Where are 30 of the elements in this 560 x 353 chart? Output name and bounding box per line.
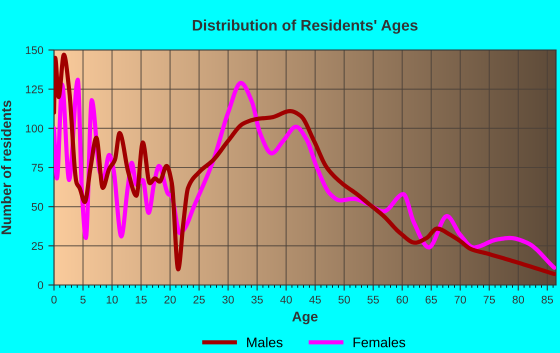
x-tick-label: 5 xyxy=(80,296,86,304)
x-tick-label: 55 xyxy=(367,296,379,304)
x-tick-label: 40 xyxy=(280,296,292,304)
y-tick-label: 150 xyxy=(26,46,44,54)
legend-label: Males xyxy=(247,337,283,348)
x-tick-label: 25 xyxy=(193,296,205,304)
legend-label: Females xyxy=(354,337,406,348)
x-tick-label: 20 xyxy=(164,296,176,304)
x-tick-label: 50 xyxy=(338,296,350,304)
x-tick-label: 65 xyxy=(426,296,437,304)
x-tick-label: 70 xyxy=(454,296,466,304)
y-tick-label: 125 xyxy=(26,85,44,94)
x-tick-label: 30 xyxy=(222,296,234,304)
y-tick-label: 100 xyxy=(26,124,44,132)
x-tick-label: 0 xyxy=(51,296,57,304)
x-tick-label: 75 xyxy=(484,296,495,304)
x-tick-label: 80 xyxy=(512,296,524,304)
x-tick-label: 45 xyxy=(309,296,321,304)
x-tick-label: 35 xyxy=(251,296,263,304)
chart-title: Distribution of Residents' Ages xyxy=(192,19,418,34)
x-axis-title: Age xyxy=(292,312,318,324)
y-tick-label: 75 xyxy=(32,164,44,172)
x-tick-label: 85 xyxy=(542,296,554,304)
x-tick-label: 10 xyxy=(106,296,118,304)
y-tick-label: 0 xyxy=(38,281,44,290)
y-axis-title: Number of residents xyxy=(0,100,12,234)
x-tick-label: 15 xyxy=(136,296,147,304)
y-tick-label: 50 xyxy=(32,202,44,211)
x-tick-label: 60 xyxy=(396,296,408,304)
y-tick-label: 25 xyxy=(32,242,44,250)
